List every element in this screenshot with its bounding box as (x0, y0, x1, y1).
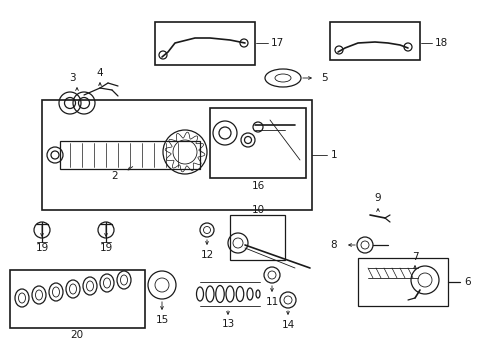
Text: 4: 4 (97, 68, 103, 78)
Text: 1: 1 (330, 150, 337, 160)
Text: 3: 3 (68, 73, 75, 83)
Bar (10, 270, 145, 328)
Bar (60, 141, 200, 169)
Text: 16: 16 (251, 181, 264, 191)
Text: 13: 13 (221, 319, 234, 329)
Text: 12: 12 (200, 250, 213, 260)
Text: 14: 14 (281, 320, 294, 330)
Bar (329, 22, 419, 60)
Bar (155, 22, 254, 65)
Text: 18: 18 (433, 38, 447, 48)
Text: 20: 20 (70, 330, 83, 340)
Text: 15: 15 (155, 315, 168, 325)
Text: 17: 17 (270, 38, 283, 48)
Text: 19: 19 (35, 243, 48, 253)
Text: 6: 6 (464, 277, 470, 287)
Text: 7: 7 (411, 252, 417, 262)
Bar (357, 258, 447, 306)
Text: 2: 2 (111, 171, 118, 181)
Text: 19: 19 (99, 243, 112, 253)
Text: 9: 9 (374, 193, 381, 203)
Bar (42, 100, 311, 210)
Text: 8: 8 (330, 240, 336, 250)
Bar (229, 215, 285, 260)
Text: 10: 10 (251, 205, 264, 215)
Text: 11: 11 (265, 297, 278, 307)
Bar (209, 108, 305, 178)
Text: 5: 5 (320, 73, 326, 83)
